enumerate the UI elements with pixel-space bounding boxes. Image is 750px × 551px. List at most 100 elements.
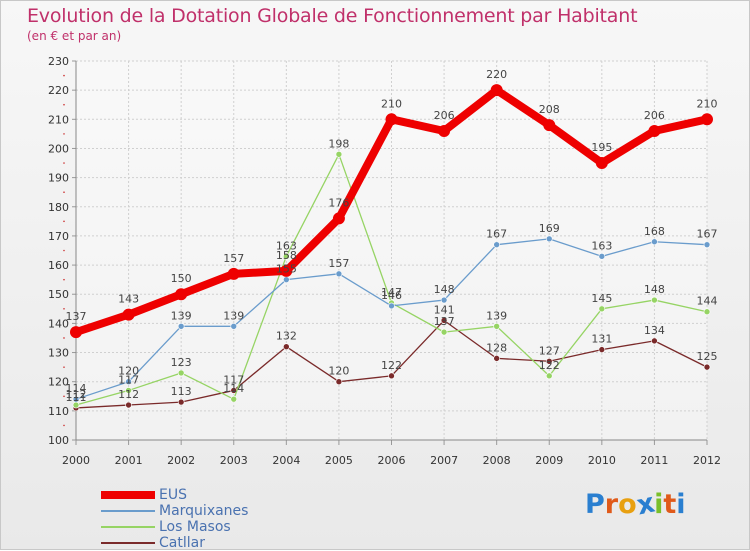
y-tick-label: 210: [48, 113, 69, 126]
data-label: 137: [66, 310, 87, 323]
y-minor-tick: [63, 424, 65, 427]
data-label: 123: [171, 356, 192, 369]
data-label: 158: [276, 249, 297, 262]
data-label: 155: [276, 263, 297, 276]
data-point: [703, 363, 711, 371]
x-tick-label: 2008: [483, 454, 511, 467]
data-label: 128: [486, 341, 507, 354]
data-point: [70, 326, 82, 339]
y-minor-tick: [63, 220, 65, 223]
legend-swatch: [101, 510, 155, 512]
y-tick-label: 110: [48, 405, 69, 418]
data-label: 206: [434, 109, 455, 122]
data-point: [440, 317, 448, 324]
x-tick-label: 2000: [62, 454, 90, 467]
logo-letter: i: [676, 489, 686, 520]
data-label: 208: [539, 103, 560, 116]
data-point: [175, 288, 188, 301]
x-tick-label: 2007: [430, 454, 458, 467]
proxiti-logo: Proxiti: [585, 488, 686, 522]
data-label: 139: [223, 309, 244, 322]
legend-item: Marquixanes: [101, 503, 248, 519]
y-minor-tick: [63, 249, 65, 252]
logo-letter: r: [604, 489, 619, 520]
x-tick-label: 2006: [378, 454, 406, 467]
chart-title: Evolution de la Dotation Globale de Fonc…: [27, 5, 638, 27]
y-minor-tick: [63, 366, 65, 368]
y-minor-tick: [63, 191, 65, 193]
y-minor-tick: [63, 103, 65, 106]
x-tick-label: 2001: [115, 454, 143, 467]
data-label: 146: [381, 289, 402, 302]
data-point: [177, 369, 185, 377]
data-point: [388, 372, 395, 380]
data-point: [598, 305, 606, 313]
legend-item: Catllar: [101, 535, 248, 551]
data-point: [493, 355, 500, 362]
data-label: 112: [66, 388, 87, 401]
data-label: 114: [66, 382, 87, 395]
data-label: 117: [223, 373, 244, 386]
data-point: [543, 119, 556, 132]
data-point: [651, 296, 658, 304]
y-tick-label: 120: [48, 376, 69, 389]
data-point: [703, 308, 711, 316]
data-label: 206: [644, 109, 665, 122]
legend-label: Catllar: [159, 535, 205, 551]
y-tick-label: 170: [48, 230, 69, 243]
data-label: 122: [381, 359, 402, 372]
data-label: 163: [276, 239, 297, 252]
data-label: 113: [171, 385, 192, 398]
data-label: 150: [171, 272, 192, 285]
logo-letter: t: [663, 489, 677, 520]
legend-label: EUS: [159, 487, 187, 503]
data-point: [335, 150, 343, 158]
y-minor-tick: [63, 278, 65, 281]
data-point: [651, 238, 658, 246]
data-point: [490, 84, 503, 97]
data-point: [283, 253, 290, 260]
data-label: 163: [591, 239, 612, 252]
series-marquixanes: [72, 235, 711, 403]
data-label: 131: [591, 333, 612, 346]
data-point: [72, 395, 80, 403]
data-point: [701, 113, 713, 126]
y-tick-label: 200: [48, 142, 69, 155]
data-label: 120: [118, 365, 139, 378]
chart-subtitle: (en € et par an): [27, 29, 122, 43]
data-point: [230, 395, 238, 403]
y-minor-tick: [63, 74, 65, 77]
data-label: 210: [697, 97, 718, 110]
y-minor-tick: [63, 337, 65, 339]
data-label: 169: [539, 222, 560, 235]
x-tick-label: 2004: [272, 454, 300, 467]
axis-layer: 100 110 120 130 140 150 160 170 180 190 200 210 220 2…: [48, 55, 721, 467]
data-label: 127: [539, 344, 560, 357]
data-label: 210: [381, 97, 402, 110]
data-point: [280, 264, 293, 277]
y-tick-label: 160: [48, 259, 69, 272]
data-point: [335, 270, 343, 278]
legend-item: Los Masos: [101, 519, 248, 535]
data-label: 117: [118, 373, 139, 386]
data-label: 176: [328, 196, 349, 209]
series-layer: [70, 84, 713, 412]
data-point: [125, 378, 132, 385]
data-label: 132: [276, 330, 297, 343]
data-point: [598, 346, 606, 353]
x-tick-label: 2005: [325, 454, 353, 467]
logo-letter: P: [585, 489, 605, 520]
data-point: [595, 157, 608, 170]
legend-label: Los Masos: [159, 519, 231, 535]
data-label: 139: [486, 309, 507, 322]
data-label: 144: [697, 295, 718, 308]
data-label: 125: [697, 350, 718, 363]
data-label: 145: [591, 292, 612, 305]
data-point: [598, 253, 606, 260]
data-label: 114: [223, 382, 244, 395]
data-label: 148: [644, 283, 665, 296]
data-label: 167: [486, 228, 507, 241]
data-label: 143: [118, 293, 139, 306]
data-point: [283, 343, 290, 351]
legend-swatch: [101, 542, 155, 544]
